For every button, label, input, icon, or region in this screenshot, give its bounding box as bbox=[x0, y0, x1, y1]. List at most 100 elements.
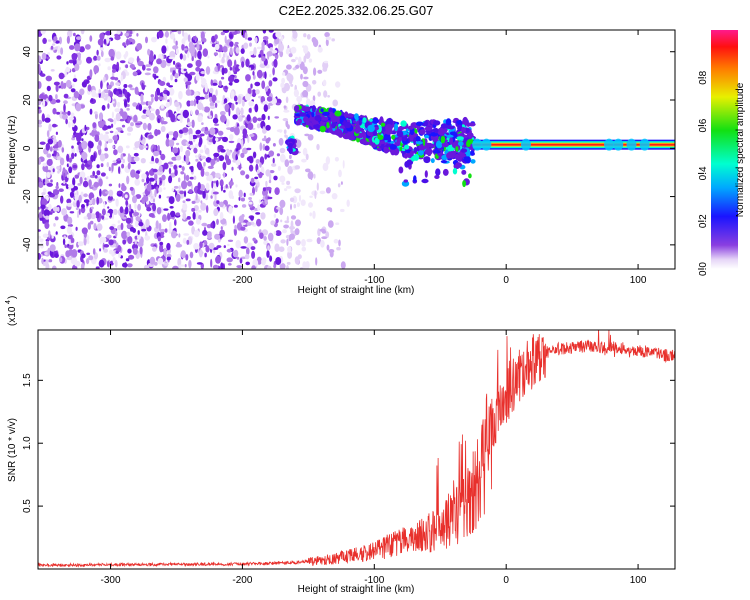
spectrogram-noise-mark bbox=[148, 213, 155, 218]
spectrogram-noise-mark bbox=[98, 178, 103, 187]
spectrogram-noise-mark bbox=[143, 264, 150, 269]
spectrogram-noise-mark bbox=[229, 30, 236, 33]
spectrogram-noise-mark bbox=[269, 170, 275, 174]
spectrogram-noise-mark bbox=[222, 161, 227, 171]
spectrogram-noise-mark bbox=[194, 197, 200, 204]
spectrogram-noise-mark bbox=[130, 122, 134, 127]
spectrogram-noise-mark bbox=[241, 204, 247, 208]
spectrogram-signal-mark bbox=[378, 119, 384, 123]
spectrogram-noise-mark bbox=[47, 247, 51, 255]
spectrogram-noise-mark bbox=[106, 260, 110, 267]
spectrogram-noise-mark bbox=[262, 127, 267, 134]
spectrogram-noise-mark bbox=[194, 155, 199, 158]
spectrogram-noise-mark bbox=[220, 184, 223, 192]
spectrogram-noise-mark bbox=[316, 237, 321, 245]
spectrogram-noise-mark bbox=[111, 111, 114, 119]
spectrogram-noise-mark bbox=[297, 254, 302, 260]
spectrogram-noise-mark bbox=[283, 82, 290, 92]
spectrogram-noise-mark bbox=[107, 206, 110, 209]
spectrogram-noise-mark bbox=[173, 130, 179, 139]
spectrogram-noise-mark bbox=[270, 220, 276, 226]
spectrogram-noise-mark bbox=[206, 224, 212, 229]
spectrogram-noise-mark bbox=[279, 263, 286, 269]
spectrogram-noise-mark bbox=[212, 135, 217, 145]
spectrogram-signal-mark bbox=[413, 175, 417, 182]
spectrogram-noise-mark bbox=[98, 112, 104, 121]
spectrogram-noise-mark bbox=[123, 99, 128, 108]
spectrogram-noise-mark bbox=[106, 212, 110, 217]
spectrogram-noise-mark bbox=[245, 58, 250, 68]
spectrogram-noise-mark bbox=[174, 169, 178, 177]
spectrogram-signal-mark bbox=[433, 149, 441, 154]
spectrogram-noise-mark bbox=[56, 111, 61, 115]
spectrogram-noise-mark bbox=[149, 161, 155, 165]
spectrogram-tone-blob bbox=[613, 138, 624, 151]
spectrogram-noise-mark bbox=[197, 50, 202, 60]
spectrogram-signal-mark bbox=[385, 124, 393, 132]
spectrogram-noise-mark bbox=[256, 169, 260, 174]
spectrogram-noise-mark bbox=[39, 141, 46, 145]
spectrogram-signal-mark bbox=[311, 111, 315, 118]
spectrogram-xtick-label: -300 bbox=[101, 275, 121, 286]
spectrogram-noise-mark bbox=[125, 145, 130, 149]
spectrogram-noise-mark bbox=[111, 252, 115, 257]
spectrogram-signal-mark bbox=[346, 113, 354, 118]
spectrogram-noise-mark bbox=[127, 236, 133, 244]
spectrogram-noise-mark bbox=[209, 127, 216, 136]
spectrogram-noise-mark bbox=[247, 122, 254, 130]
spectrogram-noise-mark bbox=[265, 138, 270, 144]
spectrogram-noise-mark bbox=[146, 183, 152, 192]
spectrogram-noise-mark bbox=[240, 246, 247, 249]
spectrogram-noise-mark bbox=[74, 63, 80, 71]
spectrogram-noise-mark bbox=[302, 80, 309, 88]
spectrogram-noise-mark bbox=[109, 91, 113, 98]
spectrogram-marks bbox=[38, 30, 675, 269]
snr-ytick-label: 1.0 bbox=[22, 436, 33, 450]
spectrogram-noise-mark bbox=[277, 165, 281, 171]
spectrogram-noise-mark bbox=[177, 257, 182, 267]
spectrogram-noise-mark bbox=[271, 97, 277, 105]
spectrogram-noise-mark bbox=[98, 91, 101, 98]
spectrogram-noise-mark bbox=[158, 222, 162, 231]
spectrogram-noise-mark bbox=[124, 194, 128, 199]
spectrogram-noise-mark bbox=[84, 124, 87, 132]
spectrogram-noise-mark bbox=[256, 46, 262, 50]
spectrogram-noise-mark bbox=[124, 32, 129, 37]
spectrogram-noise-mark bbox=[182, 30, 185, 37]
spectrogram-noise-mark bbox=[218, 53, 222, 58]
spectrogram-noise-mark bbox=[160, 125, 166, 133]
spectrogram-noise-mark bbox=[325, 231, 330, 239]
spectrogram-noise-mark bbox=[83, 199, 90, 204]
spectrogram-noise-mark bbox=[122, 158, 125, 164]
spectrogram-noise-mark bbox=[57, 170, 60, 174]
spectrogram-noise-mark bbox=[125, 64, 129, 69]
spectrogram-noise-mark bbox=[68, 59, 74, 64]
spectrogram-noise-mark bbox=[195, 130, 200, 135]
colorbar-tick-label: 0.6 bbox=[698, 118, 709, 132]
spectrogram-noise-mark bbox=[290, 83, 294, 87]
spectrogram-noise-mark bbox=[117, 101, 121, 108]
spectrogram-noise-mark bbox=[66, 61, 69, 65]
spectrogram-noise-mark bbox=[250, 177, 255, 184]
spectrogram-noise-mark bbox=[290, 215, 297, 220]
spectrogram-noise-mark bbox=[225, 184, 228, 189]
spectrogram-noise-mark bbox=[76, 133, 82, 143]
spectrogram-signal-mark bbox=[413, 137, 417, 146]
spectrogram-noise-mark bbox=[262, 36, 269, 41]
spectrogram-noise-mark bbox=[212, 191, 219, 195]
spectrogram-noise-mark bbox=[320, 239, 325, 248]
spectrogram-noise-mark bbox=[181, 139, 188, 147]
spectrogram-noise-mark bbox=[154, 171, 161, 175]
spectrogram-noise-mark bbox=[265, 169, 271, 177]
spectrogram-noise-mark bbox=[258, 199, 262, 204]
spectrogram-signal-mark bbox=[429, 144, 436, 148]
spectrogram-noise-mark bbox=[264, 153, 268, 160]
spectrogram-signal-mark bbox=[389, 144, 397, 150]
spectrogram-noise-mark bbox=[240, 226, 246, 231]
spectrogram-noise-mark bbox=[268, 150, 275, 157]
spectrogram-noise-mark bbox=[266, 39, 269, 47]
spectrogram-noise-mark bbox=[223, 98, 228, 104]
spectrogram-noise-mark bbox=[117, 157, 121, 161]
spectrogram-noise-mark bbox=[153, 66, 159, 74]
spectrogram-noise-mark bbox=[52, 43, 56, 46]
